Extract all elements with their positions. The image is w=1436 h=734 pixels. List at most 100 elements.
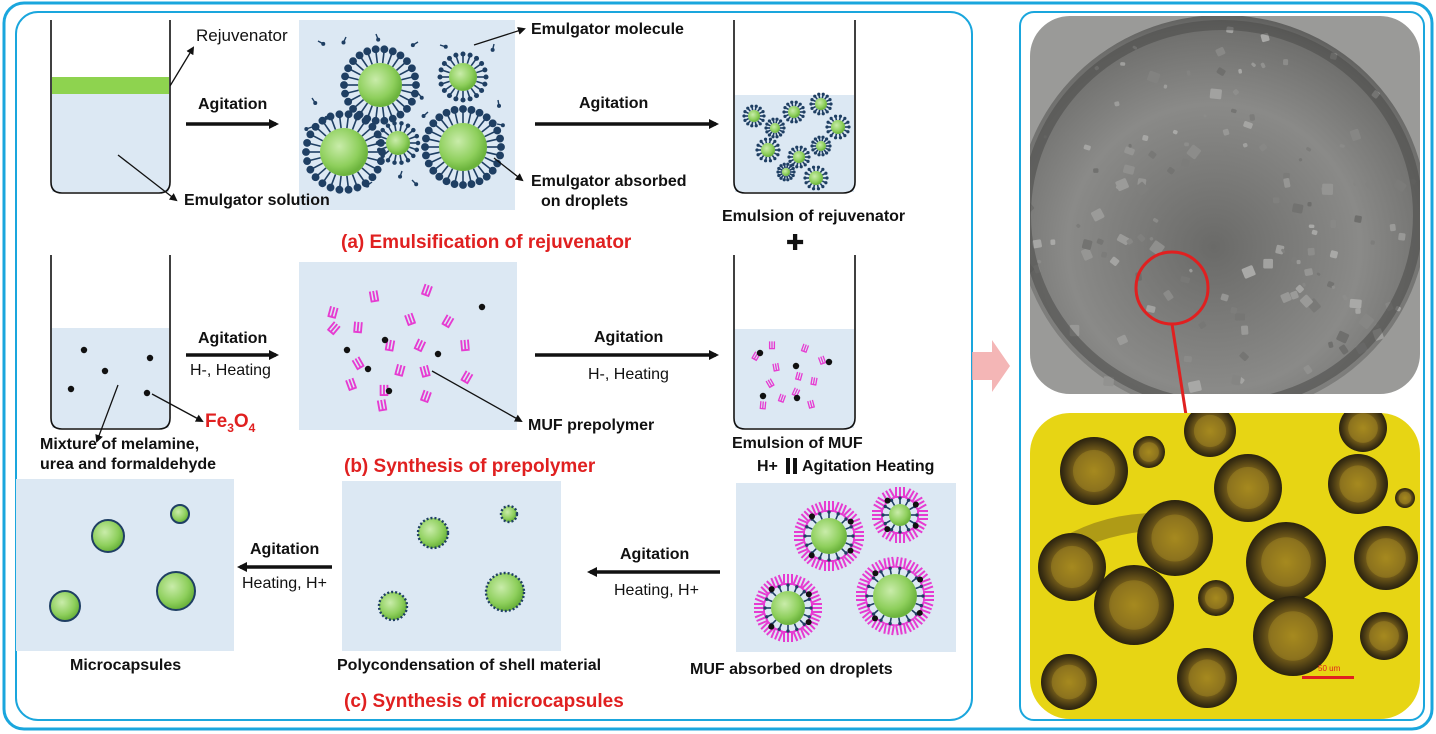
beaker-emulsion-muf	[733, 255, 856, 430]
emulsion-droplet	[803, 510, 855, 562]
photo-microscope	[1030, 413, 1420, 719]
label-mixture-line2: urea and formaldehyde	[40, 456, 217, 473]
label-agitation-b2: Agitation	[594, 329, 664, 346]
label-fe3o4: Fe3O4	[205, 411, 256, 435]
microcapsule-photo	[1246, 522, 1326, 602]
microcapsule-photo	[1137, 500, 1213, 576]
label-muf-absorbed: MUF absorbed on droplets	[690, 661, 893, 678]
prepolymer-molecule	[419, 389, 432, 404]
muf-droplet	[872, 487, 928, 543]
microcapsule-photo	[1060, 437, 1128, 505]
pointer-rejuvenator	[169, 46, 195, 87]
pointer-emulgator-solution	[117, 154, 178, 202]
pointer-mixture	[95, 384, 119, 443]
emulsion-droplet	[865, 566, 925, 626]
muf-droplet	[856, 556, 934, 636]
emulsion-droplet	[375, 121, 421, 165]
label-condition-b1: H-, Heating	[190, 362, 271, 379]
caption-a: (a) Emulsification of rejuvenator	[341, 232, 632, 253]
prepolymer-molecule	[379, 384, 389, 397]
microcapsule-photo	[1038, 533, 1106, 601]
prepolymer-molecule	[794, 371, 803, 381]
muf-droplet	[794, 501, 864, 571]
label-microcapsules: Microcapsules	[70, 657, 182, 674]
prepolymer-molecule	[353, 321, 363, 334]
label-agitation-a2: Agitation	[579, 95, 649, 112]
emulsion-droplet	[340, 45, 420, 125]
beaker-mixture	[50, 255, 171, 430]
microcapsule-photo	[1328, 454, 1388, 514]
emulsion-droplet	[764, 117, 786, 139]
microcapsule-photo	[1177, 648, 1237, 708]
prepolymer-molecule	[376, 399, 388, 412]
prepolymer-molecule	[384, 339, 396, 352]
caption-b: (b) Synthesis of prepolymer	[344, 456, 596, 477]
prepolymer-molecule	[807, 399, 816, 409]
prepolymer-molecule	[460, 370, 474, 385]
microcapsule-photo	[1339, 413, 1387, 452]
panel-prepolymer	[299, 262, 517, 430]
muf-droplet	[754, 574, 822, 642]
microcapsule-photo	[1184, 413, 1236, 457]
prepolymer-molecule	[368, 290, 380, 303]
prepolymer-molecule	[326, 321, 341, 336]
prepolymer-molecule	[419, 364, 431, 378]
prepolymer-molecule	[460, 339, 470, 352]
emulsion-droplet	[881, 496, 919, 534]
label-down-agitation-heating: Agitation Heating	[802, 458, 935, 475]
emulsion-droplet	[742, 104, 766, 128]
microcapsule-photo	[1360, 612, 1408, 660]
microcapsule-photo	[1253, 596, 1333, 676]
plus-icon: ✚	[786, 230, 805, 255]
label-agitation-c2: Agitation	[250, 541, 320, 558]
label-down-h-plus: H+	[757, 458, 778, 475]
label-condition-c1: Heating, H+	[614, 582, 699, 599]
prepolymer-molecule	[413, 338, 427, 353]
emulsion-droplet	[437, 51, 489, 103]
emulsion-droplet	[809, 92, 833, 116]
pointer-muf-prepolymer	[431, 370, 523, 422]
panel-polycondensation	[342, 481, 561, 651]
microcapsule-photo	[1395, 488, 1415, 508]
label-emulgator-solution: Emulgator solution	[184, 192, 330, 209]
prepolymer-molecule	[772, 362, 780, 372]
prepolymer-molecule	[800, 343, 810, 354]
prepolymer-molecule	[768, 341, 776, 350]
label-absorbed-line2: on droplets	[541, 193, 629, 210]
prepolymer-molecule	[327, 305, 339, 319]
shell-droplet	[499, 504, 519, 524]
label-mixture-line1: Mixture of melamine,	[40, 436, 200, 453]
zoom-arrow	[1170, 323, 1193, 432]
emulsion-droplet	[810, 135, 832, 157]
label-condition-c2: Heating, H+	[242, 575, 327, 592]
right-frame	[1019, 11, 1425, 721]
label-condition-b2: H-, Heating	[588, 366, 669, 383]
beaker-emulsion-rejuvenator	[733, 20, 856, 194]
pointer-fe3o4	[151, 393, 204, 422]
prepolymer-molecule	[765, 378, 775, 389]
prepolymer-molecule	[791, 387, 801, 398]
panel-microcapsules	[16, 479, 234, 651]
prepolymer-molecule	[817, 355, 827, 366]
label-emulsion-muf: Emulsion of MUF	[732, 435, 863, 452]
transition-arrow	[972, 340, 1010, 392]
photo-mixture	[1030, 16, 1420, 394]
label-muf-prepolymer: MUF prepolymer	[528, 417, 655, 434]
beaker-emulgator-solution	[50, 20, 171, 194]
prepolymer-molecule	[441, 314, 455, 329]
emulsion-droplet	[803, 165, 829, 191]
emulsion-droplet	[302, 110, 386, 194]
emulsion-droplet	[421, 105, 505, 189]
microcapsule-photo	[1214, 454, 1282, 522]
microcapsule-photo	[1094, 565, 1174, 645]
label-emulsion-rejuvenator: Emulsion of rejuvenator	[722, 208, 906, 225]
label-agitation-b1: Agitation	[198, 330, 268, 347]
label-agitation-c1: Agitation	[620, 546, 690, 563]
label-emulgator-molecule: Emulgator molecule	[531, 21, 684, 38]
prepolymer-molecule	[777, 393, 787, 404]
scale-bar-label: 50 um	[1318, 664, 1341, 673]
microcapsule-photo	[1198, 580, 1234, 616]
emulsion-droplet	[763, 583, 813, 633]
down-arrow-bar-1	[786, 458, 790, 474]
